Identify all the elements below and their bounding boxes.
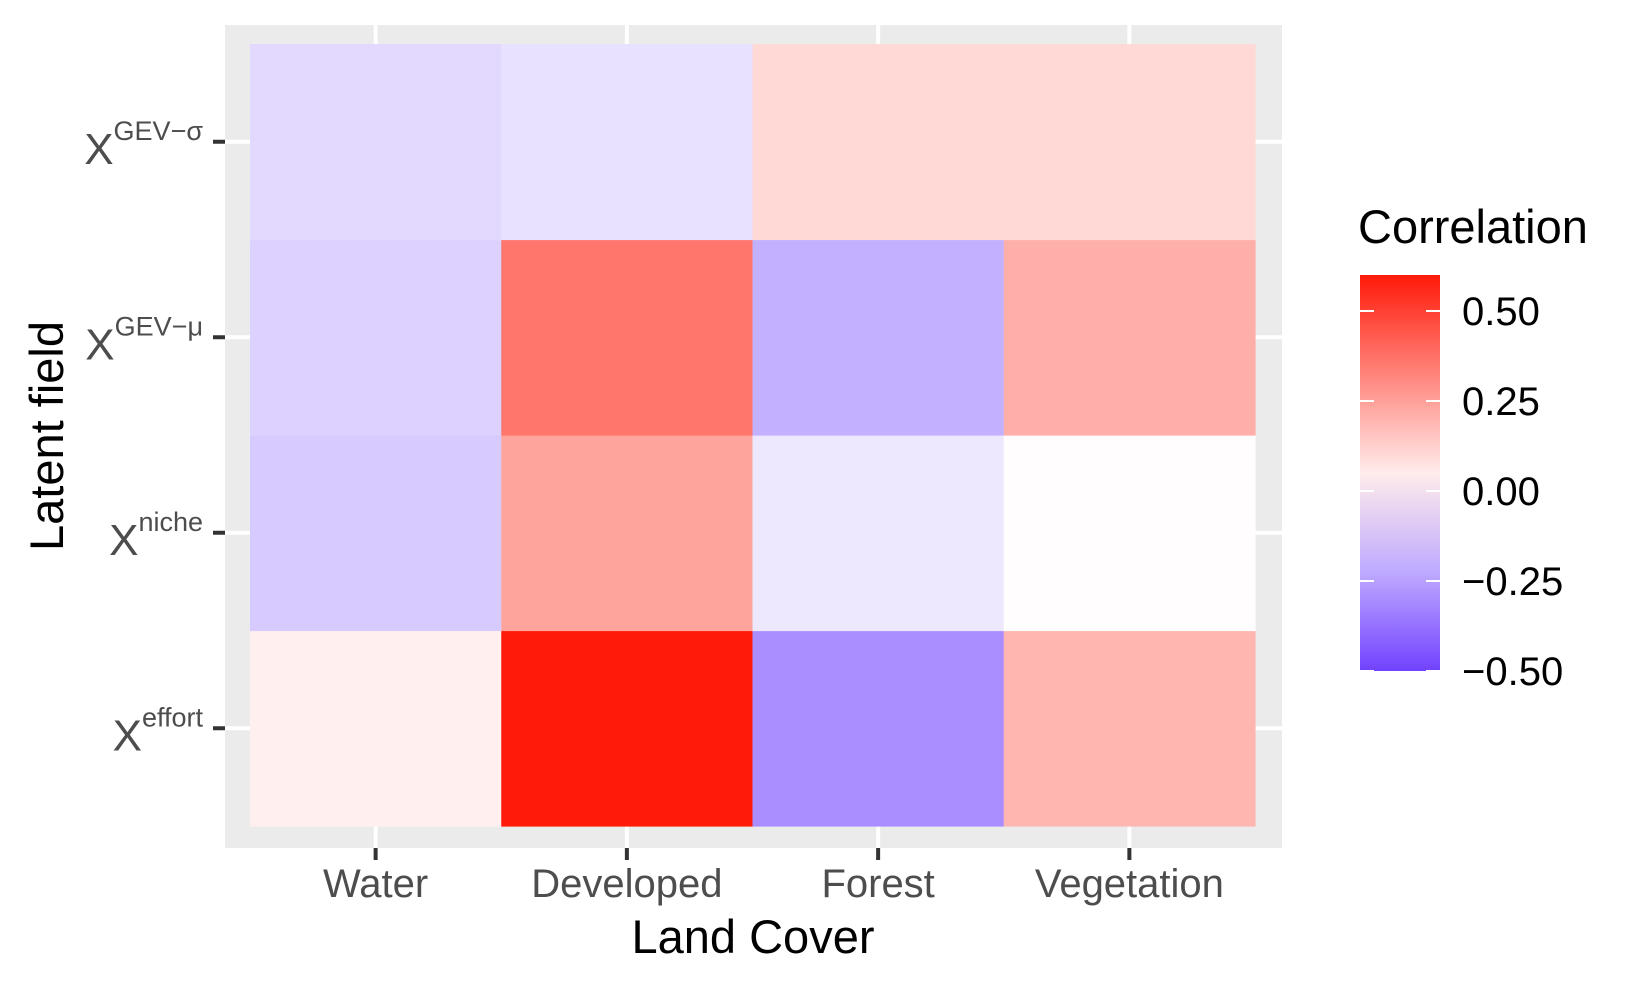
heatmap-tile <box>1003 630 1256 827</box>
heatmap-tile <box>752 435 1005 632</box>
heatmap-tile <box>1003 435 1256 632</box>
heatmap-tile <box>752 239 1005 436</box>
x-tick-label: Developed <box>531 862 722 906</box>
x-tick-label: Forest <box>821 862 934 906</box>
x-axis-title: Land Cover <box>632 910 875 963</box>
heatmap-tile <box>501 239 754 436</box>
legend-label: 0.50 <box>1462 290 1540 334</box>
legend-title: Correlation <box>1358 200 1588 253</box>
heatmap-tile <box>501 435 754 632</box>
heatmap-tile <box>1003 239 1256 436</box>
y-axis: Xeffort Xniche XGEV−μ XGEV−σ <box>84 116 225 760</box>
heatmap-tile <box>752 44 1005 241</box>
x-tick-label: Vegetation <box>1035 862 1224 906</box>
heatmap-tile <box>501 44 754 241</box>
y-tick-label: XGEV−μ <box>85 311 203 369</box>
heatmap-tile <box>1003 44 1256 241</box>
y-tick-label: Xeffort <box>113 702 204 760</box>
x-tick-label: Water <box>323 862 428 906</box>
x-axis: Water Developed Forest Vegetation <box>323 848 1224 906</box>
legend-label: −0.25 <box>1462 560 1563 604</box>
heatmap-tile <box>250 435 502 632</box>
legend-label: −0.50 <box>1462 650 1563 694</box>
y-tick-label: Xniche <box>109 507 203 565</box>
legend: Correlation 0.50 0.25 0.00 −0.25 −0.50 <box>1358 200 1588 694</box>
heatmap-tiles <box>250 44 1256 827</box>
legend-label: 0.25 <box>1462 380 1540 424</box>
legend-colorbar <box>1360 275 1440 671</box>
heatmap-tile <box>250 239 502 436</box>
heatmap-tile <box>501 630 754 827</box>
legend-label: 0.00 <box>1462 470 1540 514</box>
y-tick-label: XGEV−σ <box>84 116 203 174</box>
legend-ticks: 0.50 0.25 0.00 −0.25 −0.50 <box>1360 290 1563 694</box>
heatmap-tile <box>752 630 1005 827</box>
heatmap-tile <box>250 630 502 827</box>
y-axis-title: Latent field <box>20 321 73 551</box>
heatmap-tile <box>250 44 502 241</box>
